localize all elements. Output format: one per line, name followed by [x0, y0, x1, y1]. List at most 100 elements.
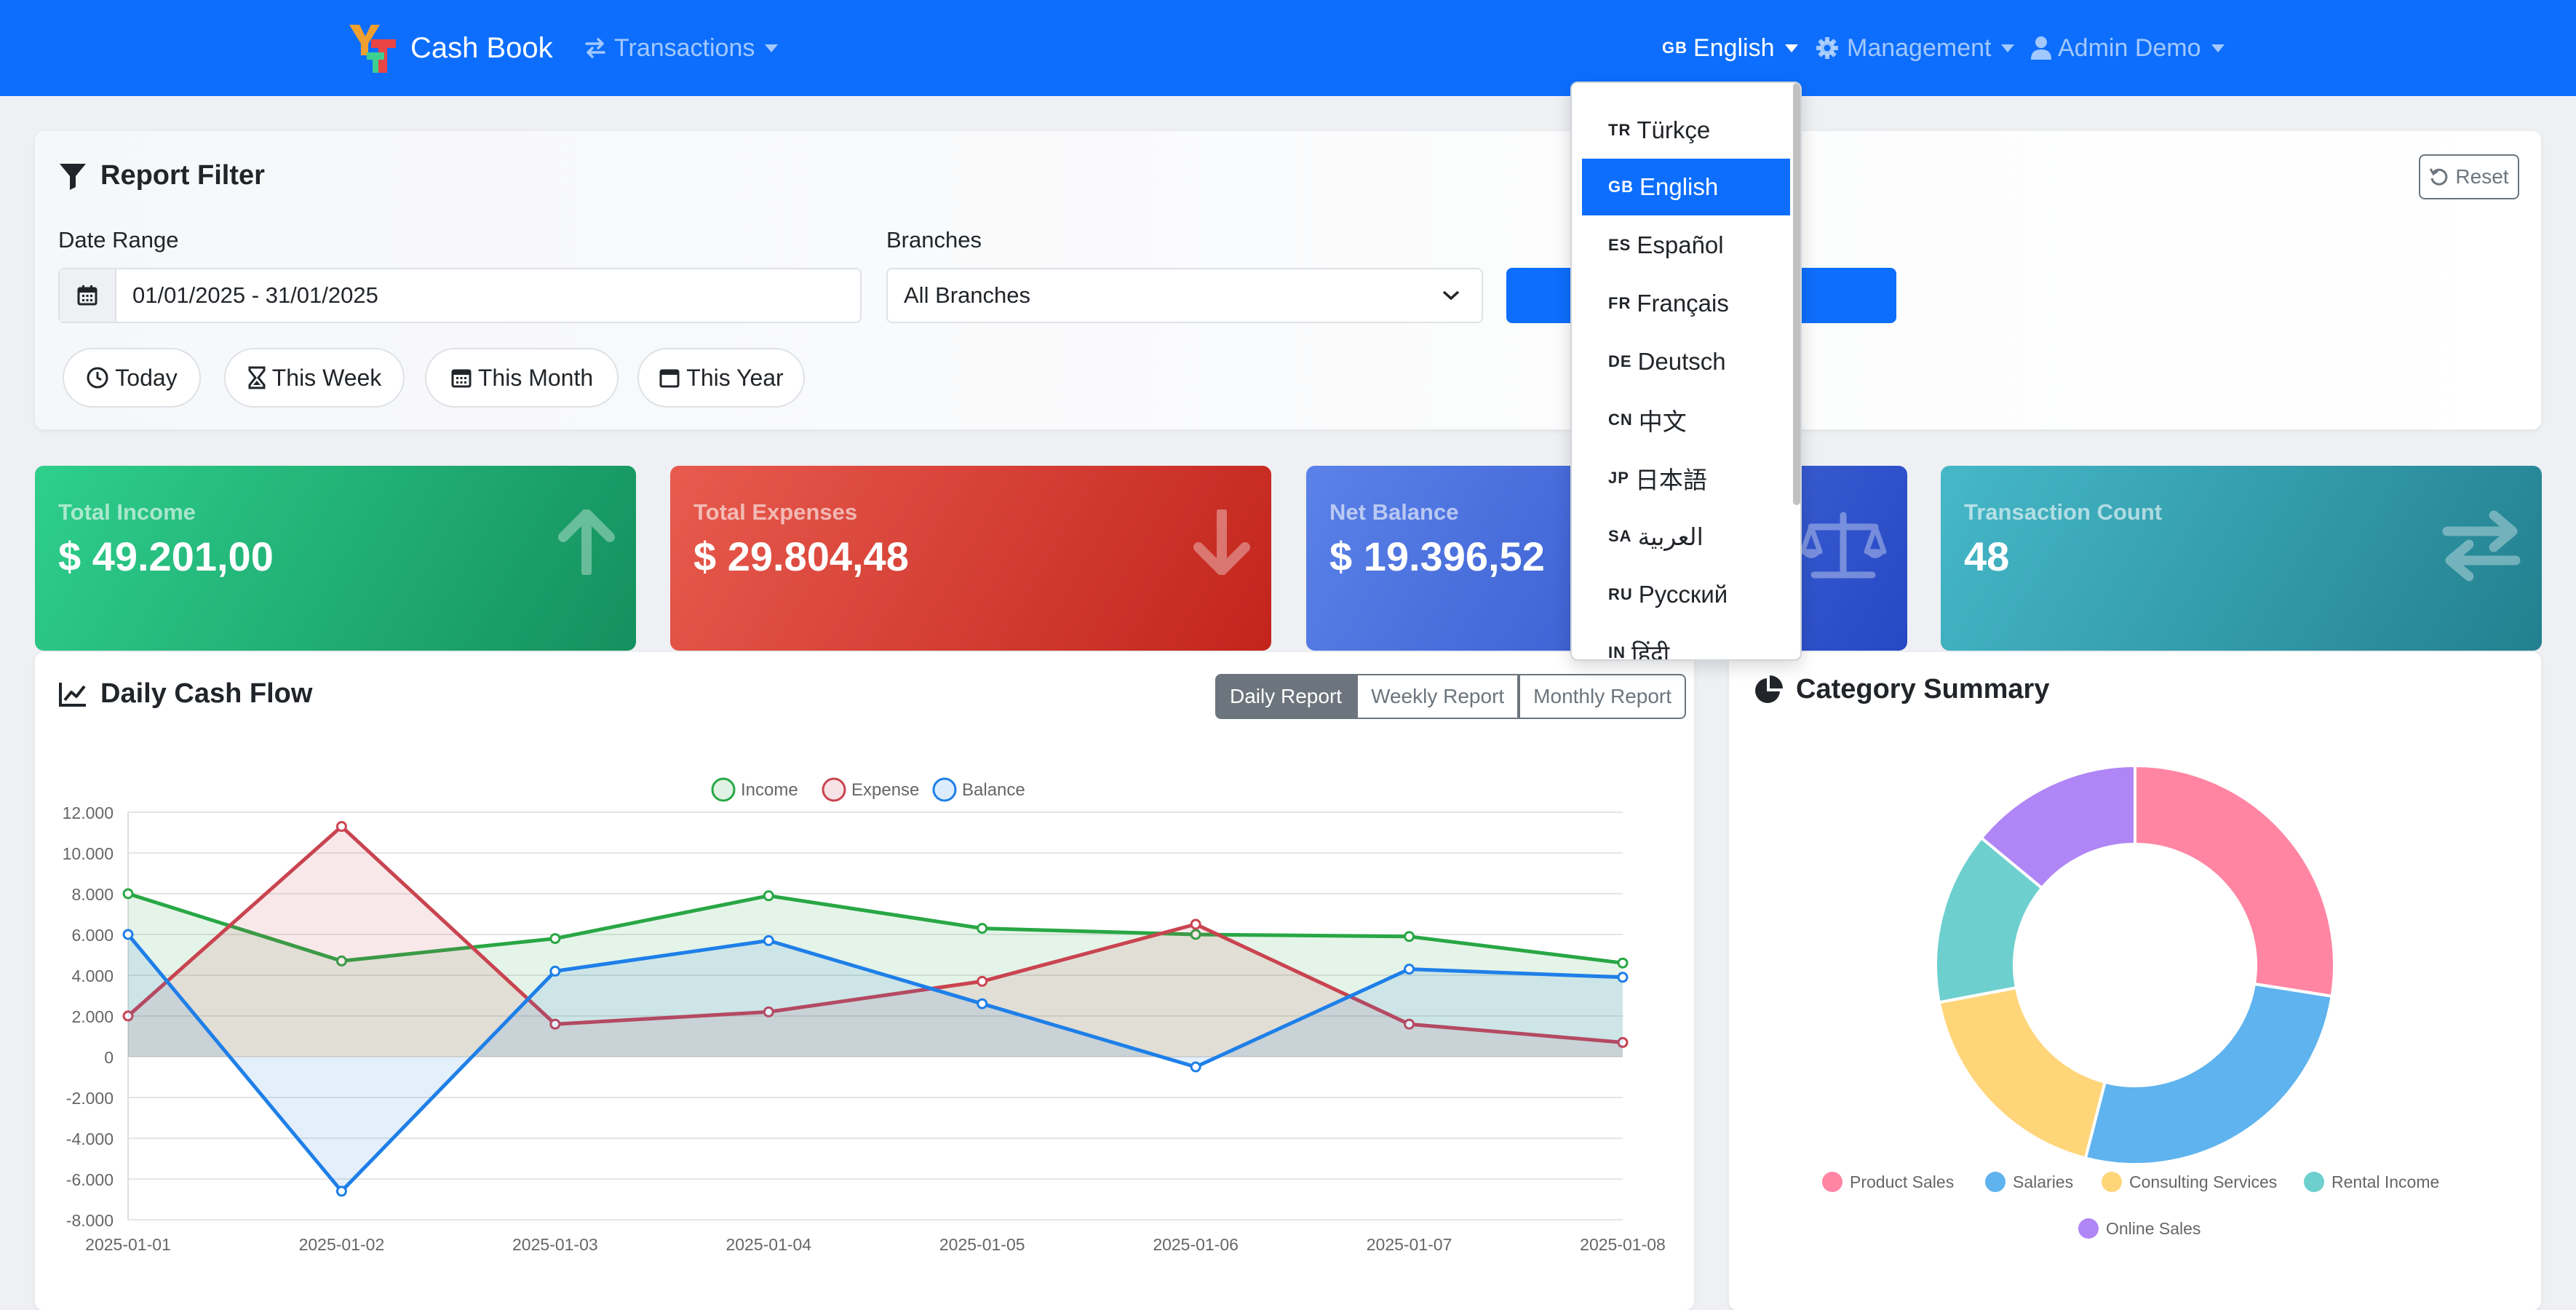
stat-title: Net Balance [1329, 499, 1459, 525]
stat-transaction-count: Transaction Count 48 [1941, 466, 2542, 651]
quick-today-label: Today [115, 364, 178, 391]
flag-gb-icon: GB [1608, 178, 1634, 196]
reset-button[interactable]: Reset [2419, 154, 2519, 199]
language-option-label: English [1639, 173, 1719, 200]
income-area [128, 894, 1623, 1057]
income-point [1617, 957, 1629, 969]
language-option-label: Türkçe [1637, 116, 1711, 143]
language-option-cn[interactable]: CN 中文 [1582, 392, 1790, 448]
legend-rental-income-label: Rental Income [2331, 1172, 2439, 1191]
daily-cash-flow-chart: 12.000 10.000 8.000 6.000 4.000 2.000 0 -2.000 -… [63, 777, 1666, 1254]
quick-month-button[interactable]: This Month [425, 348, 619, 408]
legend-balance-marker [932, 777, 957, 802]
y-tick-label: -8.000 [66, 1211, 114, 1230]
quick-year-button[interactable]: This Year [637, 348, 805, 408]
chevron-down-icon [765, 44, 779, 52]
flag-fr-icon: FR [1608, 294, 1631, 312]
stat-title: Transaction Count [1964, 499, 2163, 525]
stat-value: $ 19.396,52 [1329, 533, 1545, 579]
nav-management[interactable]: Management [1815, 0, 2015, 96]
language-option-label: हिंदी [1631, 640, 1670, 661]
quick-week-button[interactable]: This Week [224, 348, 405, 408]
language-option-tr[interactable]: TR Türkçe [1582, 102, 1790, 159]
language-option-gb[interactable]: GB English [1582, 159, 1790, 215]
legend-rental-income-marker [2304, 1172, 2324, 1192]
reset-label: Reset [2455, 165, 2509, 188]
stat-value: $ 29.804,48 [693, 533, 909, 579]
expense-point [122, 1010, 134, 1022]
slice-product-sales [2134, 763, 2336, 999]
report-filter-title-text: Report Filter [100, 160, 265, 191]
nav-transactions[interactable]: Transactions [584, 0, 779, 96]
language-option-fr[interactable]: FR Français [1582, 275, 1790, 332]
y-tick-label: 2.000 [71, 1007, 114, 1026]
language-option-label: 日本語 [1634, 467, 1707, 493]
x-tick-label: 2025-01-01 [85, 1235, 171, 1254]
date-range-label: Date Range [58, 227, 179, 253]
tab-weekly-report[interactable]: Weekly Report [1356, 674, 1519, 719]
calendar-icon [451, 369, 472, 388]
category-summary-title: Category Summary [1754, 674, 2049, 705]
balance-point [549, 965, 561, 977]
legend-product-sales-marker [1822, 1172, 1842, 1192]
language-option-ru[interactable]: RU Русский [1582, 566, 1790, 623]
navbar: Cash Book Transactions GB English Manage… [0, 0, 2576, 96]
brand-name: Cash Book [410, 31, 553, 64]
report-filter-card: Report Filter Reset Date Range 01/01/202… [35, 131, 2541, 429]
stat-value: $ 49.201,00 [58, 533, 274, 579]
expense-point [763, 1006, 774, 1017]
flag-sa-icon: SA [1608, 527, 1632, 545]
stat-total-expenses: Total Expenses $ 29.804,48 [670, 466, 1271, 651]
branches-value: All Branches [904, 282, 1031, 308]
tab-daily-report[interactable]: Daily Report [1215, 674, 1357, 719]
y-tick-label: -4.000 [66, 1130, 114, 1148]
chevron-down-icon [1784, 44, 1798, 52]
language-option-label: Deutsch [1637, 348, 1726, 375]
nav-transactions-label: Transactions [614, 33, 755, 62]
nav-language[interactable]: GB English [1662, 0, 1798, 96]
nav-management-label: Management [1847, 33, 1992, 62]
language-option-sa[interactable]: SA العربية [1582, 508, 1790, 565]
exchange-icon [585, 38, 605, 58]
language-option-jp[interactable]: JP 日本語 [1582, 450, 1790, 507]
calendar-addon [60, 269, 116, 322]
date-range-input[interactable]: 01/01/2025 - 31/01/2025 [58, 268, 862, 323]
y-tick-label: 0 [104, 1048, 114, 1067]
language-dropdown-menu: TR Türkçe GB English ES Español FR Français … [1570, 82, 1802, 661]
quick-year-label: This Year [686, 364, 784, 391]
tab-monthly-report[interactable]: Monthly Report [1519, 674, 1687, 719]
nav-user[interactable]: Admin Demo [2030, 0, 2225, 96]
slice-online-sales [1979, 763, 2136, 891]
flag-cn-icon: CN [1608, 410, 1633, 429]
hourglass-icon [248, 366, 266, 389]
quick-month-label: This Month [477, 364, 594, 391]
branches-select[interactable]: All Branches [886, 268, 1483, 323]
chevron-down-icon [2211, 44, 2225, 52]
language-option-in[interactable]: IN हिंदी [1582, 624, 1790, 661]
y-tick-label: 4.000 [71, 966, 114, 985]
income-line [127, 892, 1623, 965]
legend-online-sales-marker [2078, 1218, 2099, 1239]
dropdown-scrollbar[interactable] [1793, 83, 1800, 505]
expense-point [977, 975, 988, 987]
balance-point [122, 929, 134, 940]
scale-icon [1800, 512, 1887, 579]
flag-ru-icon: RU [1608, 585, 1633, 603]
income-point [335, 955, 347, 966]
stat-title: Total Income [58, 499, 196, 525]
language-option-label: 中文 [1638, 408, 1687, 435]
legend-balance-label: Balance [962, 780, 1025, 800]
x-tick-label: 2025-01-04 [726, 1235, 811, 1254]
daily-cash-flow-title: Daily Cash Flow [58, 678, 312, 710]
language-option-es[interactable]: ES Español [1582, 217, 1790, 274]
nav-user-label: Admin Demo [2058, 33, 2201, 62]
language-option-de[interactable]: DE Deutsch [1582, 333, 1790, 390]
date-range-value: 01/01/2025 - 31/01/2025 [132, 282, 378, 308]
brand-link[interactable]: Cash Book [345, 0, 553, 96]
expense-point [1617, 1036, 1629, 1048]
legend-product-sales-label: Product Sales [1850, 1172, 1954, 1191]
legend-income-label: Income [741, 780, 798, 800]
expense-point [549, 1018, 561, 1030]
balance-point [1190, 1061, 1201, 1073]
quick-today-button[interactable]: Today [63, 348, 201, 408]
